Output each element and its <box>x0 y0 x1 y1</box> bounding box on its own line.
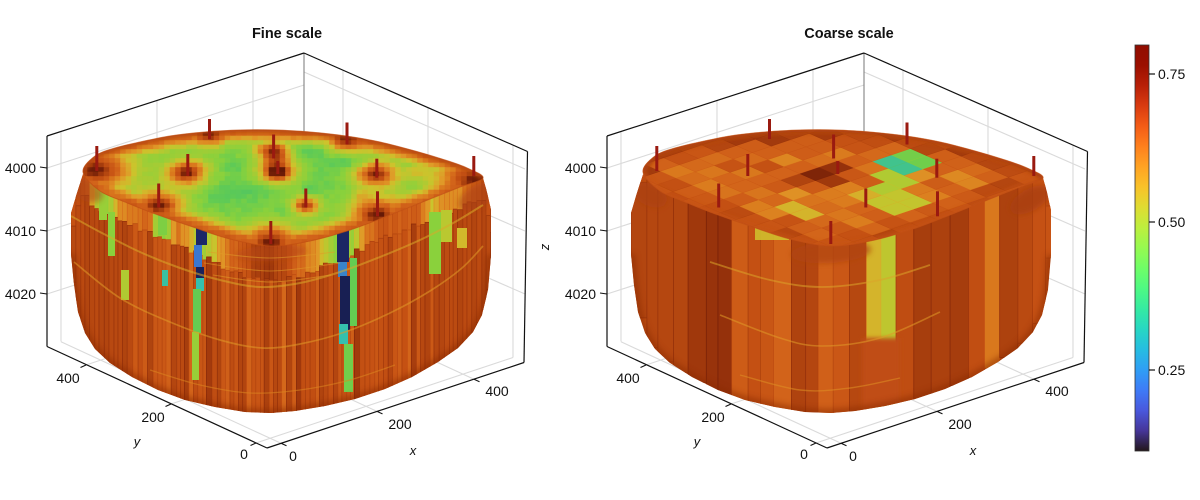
svg-text:400: 400 <box>56 370 80 386</box>
svg-text:4010: 4010 <box>5 223 36 239</box>
svg-text:Fine scale: Fine scale <box>252 26 322 42</box>
svg-text:400: 400 <box>485 383 509 399</box>
svg-text:4020: 4020 <box>565 286 596 302</box>
svg-text:4010: 4010 <box>565 223 596 239</box>
svg-text:4000: 4000 <box>5 160 36 176</box>
svg-text:0.75: 0.75 <box>1158 66 1185 82</box>
svg-text:x: x <box>409 443 417 458</box>
svg-text:y: y <box>133 434 142 449</box>
svg-text:200: 200 <box>388 416 412 432</box>
svg-text:0: 0 <box>849 448 857 464</box>
svg-text:y: y <box>693 434 702 449</box>
svg-text:400: 400 <box>1045 383 1069 399</box>
svg-text:Coarse scale: Coarse scale <box>804 26 893 42</box>
svg-text:x: x <box>969 443 977 458</box>
svg-text:400: 400 <box>616 370 640 386</box>
svg-text:4000: 4000 <box>565 160 596 176</box>
svg-text:200: 200 <box>948 416 972 432</box>
svg-text:0.50: 0.50 <box>1158 214 1185 230</box>
svg-text:0.25: 0.25 <box>1158 362 1185 378</box>
svg-text:200: 200 <box>701 409 725 425</box>
svg-text:0: 0 <box>289 448 297 464</box>
svg-text:0: 0 <box>800 446 808 462</box>
svg-text:0: 0 <box>240 446 248 462</box>
svg-text:4020: 4020 <box>5 286 36 302</box>
svg-text:200: 200 <box>141 409 165 425</box>
svg-text:z: z <box>537 243 552 251</box>
